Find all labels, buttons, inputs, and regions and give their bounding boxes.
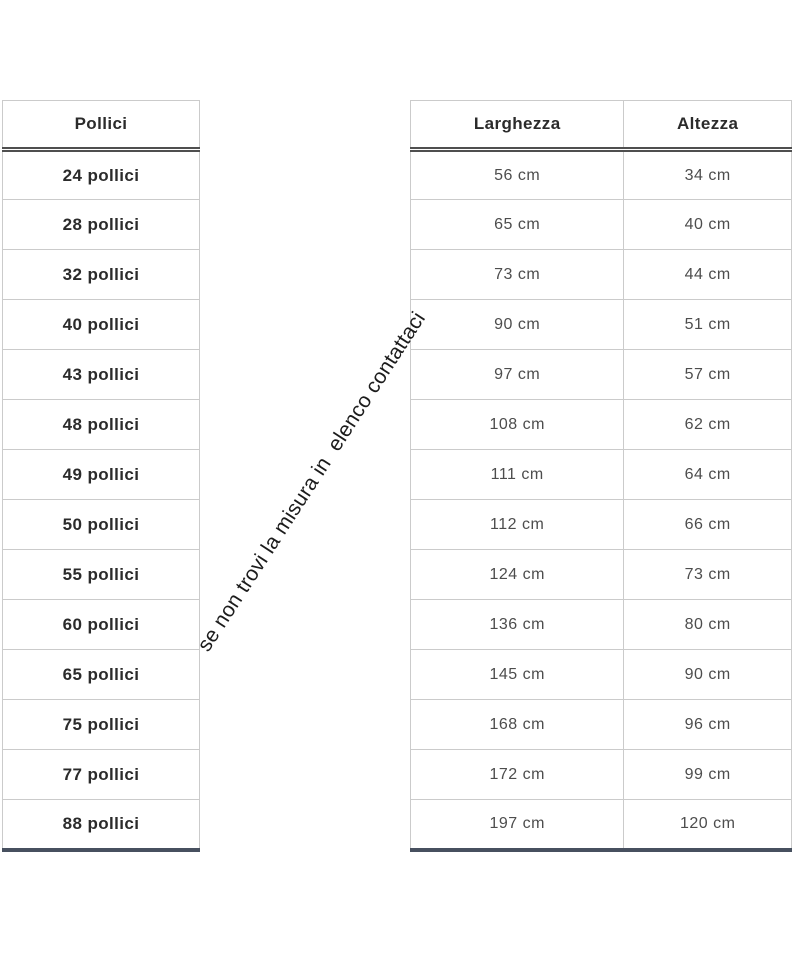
- width-cell: 73 cm: [410, 249, 624, 300]
- inches-row: 48 pollici: [2, 399, 200, 450]
- dimensions-row: 168 cm 96 cm: [410, 699, 792, 750]
- inches-cell: 88 pollici: [2, 799, 200, 850]
- header-row: Larghezza Altezza: [410, 100, 792, 152]
- height-cell: 64 cm: [623, 449, 792, 500]
- dimensions-row: 97 cm 57 cm: [410, 349, 792, 400]
- width-cell: 97 cm: [410, 349, 624, 400]
- inches-cell: 24 pollici: [62, 165, 140, 185]
- inches-cell: 48 pollici: [2, 399, 200, 450]
- width-cell: 172 cm: [410, 749, 624, 800]
- width-cell: 56 cm: [494, 166, 541, 184]
- height-column-header: Altezza: [623, 100, 792, 152]
- inches-table-body: 24 pollici 28 pollici 32 pollici 40 pollici…: [2, 150, 200, 850]
- dimensions-row: 65 cm 40 cm: [410, 199, 792, 250]
- dimensions-row: 172 cm 99 cm: [410, 749, 792, 800]
- inches-row: 65 pollici: [2, 649, 200, 700]
- inches-row: 32 pollici: [2, 249, 200, 300]
- dimensions-row: 197 cm 120 cm: [410, 799, 792, 850]
- inches-row: 55 pollici: [2, 549, 200, 600]
- inches-column-header: Pollici: [2, 100, 200, 152]
- inches-cell: 60 pollici: [2, 599, 200, 650]
- inches-cell: 32 pollici: [2, 249, 200, 300]
- inches-cell: 55 pollici: [2, 549, 200, 600]
- inches-cell: 77 pollici: [2, 749, 200, 800]
- inches-row: 77 pollici: [2, 749, 200, 800]
- contact-note: se non trovi la misura in elenco contatt…: [193, 307, 431, 656]
- width-cell: 197 cm: [410, 799, 624, 850]
- dimensions-table: Larghezza Altezza 56 cm 34 cm 65 cm 40 cm 73…: [410, 100, 792, 852]
- dimensions-row: 145 cm 90 cm: [410, 649, 792, 700]
- inches-row: 88 pollici: [2, 799, 200, 850]
- width-cell: 65 cm: [410, 199, 624, 250]
- inches-row: 24 pollici: [3, 150, 200, 200]
- height-cell: 51 cm: [623, 299, 792, 350]
- inches-cell: 49 pollici: [2, 449, 200, 500]
- inches-row: 43 pollici: [2, 349, 200, 400]
- width-cell: 168 cm: [410, 699, 624, 750]
- width-cell: 111 cm: [410, 449, 624, 500]
- height-cell: 99 cm: [623, 749, 792, 800]
- dimensions-row: 112 cm 66 cm: [410, 499, 792, 550]
- inches-row: 75 pollici: [2, 699, 200, 750]
- height-cell: 66 cm: [623, 499, 792, 550]
- height-cell: 34 cm: [623, 149, 792, 200]
- inches-row: 60 pollici: [2, 599, 200, 650]
- inches-cell: 50 pollici: [2, 499, 200, 550]
- height-cell: 62 cm: [623, 399, 792, 450]
- width-cell: 108 cm: [410, 399, 624, 450]
- dimensions-table-body: 56 cm 34 cm 65 cm 40 cm 73 cm 44 cm 90 cm 51 cm…: [410, 149, 792, 850]
- inches-cell: 28 pollici: [2, 199, 200, 250]
- inches-row: 40 pollici: [2, 299, 200, 350]
- inches-cell: 75 pollici: [2, 699, 200, 750]
- height-cell: 40 cm: [623, 199, 792, 250]
- width-cell: 136 cm: [410, 599, 624, 650]
- inches-row: 50 pollici: [2, 499, 200, 550]
- height-cell: 90 cm: [623, 649, 792, 700]
- width-cell: 145 cm: [410, 649, 624, 700]
- height-cell: 96 cm: [623, 699, 792, 750]
- inches-cell: 43 pollici: [2, 349, 200, 400]
- width-column-header: Larghezza: [410, 100, 624, 152]
- header-row: Pollici: [2, 100, 200, 152]
- inches-table: Pollici 24 pollici 28 pollici 32 pollici 40…: [2, 100, 200, 852]
- dimensions-row: 56 cm 34 cm: [411, 149, 792, 200]
- dimensions-row: 90 cm 51 cm: [410, 299, 792, 350]
- height-cell: 120 cm: [623, 799, 792, 850]
- dimensions-row: 124 cm 73 cm: [410, 549, 792, 600]
- inches-row: 28 pollici: [2, 199, 200, 250]
- dimensions-row: 108 cm 62 cm: [410, 399, 792, 450]
- height-cell: 73 cm: [623, 549, 792, 600]
- width-cell: 112 cm: [410, 499, 624, 550]
- dimensions-row: 136 cm 80 cm: [410, 599, 792, 650]
- dimensions-table-header: Larghezza Altezza: [410, 100, 792, 152]
- height-cell: 44 cm: [623, 249, 792, 300]
- width-cell: 90 cm: [410, 299, 624, 350]
- height-cell: 57 cm: [623, 349, 792, 400]
- inches-table-header: Pollici: [2, 100, 200, 152]
- dimensions-row: 73 cm 44 cm: [410, 249, 792, 300]
- width-cell: 124 cm: [410, 549, 624, 600]
- inches-cell: 40 pollici: [2, 299, 200, 350]
- height-cell: 80 cm: [623, 599, 792, 650]
- inches-cell: 65 pollici: [2, 649, 200, 700]
- inches-row: 49 pollici: [2, 449, 200, 500]
- dimensions-row: 111 cm 64 cm: [410, 449, 792, 500]
